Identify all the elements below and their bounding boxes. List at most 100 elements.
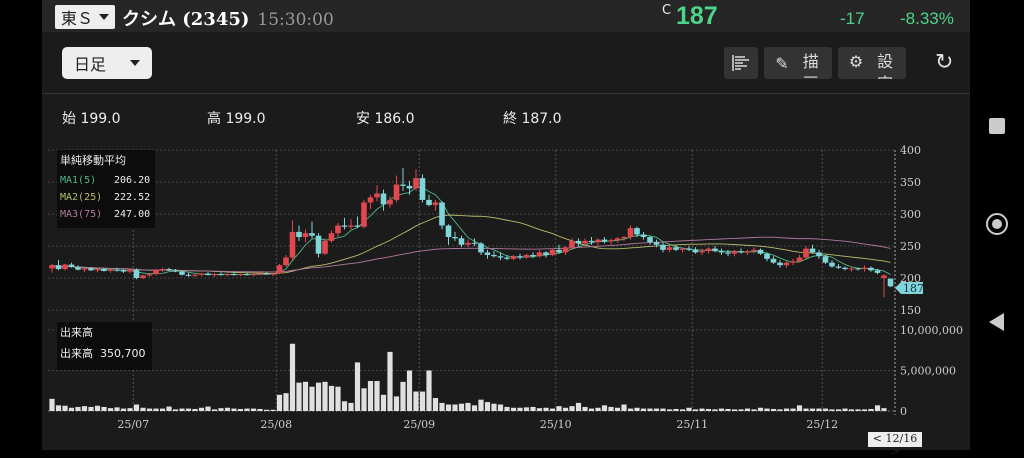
candle-body xyxy=(302,233,309,238)
back-icon[interactable] xyxy=(989,313,1004,331)
volume-bar xyxy=(751,409,757,411)
market-value: 東Ｓ xyxy=(61,9,94,28)
current-price: 187 xyxy=(676,2,718,30)
volume-bar xyxy=(81,406,88,411)
volume-bar xyxy=(861,409,868,411)
candle-body xyxy=(452,237,458,239)
close-value: 終 187.0 xyxy=(503,111,562,127)
volume-bar xyxy=(510,407,517,411)
home-icon[interactable] xyxy=(986,213,1008,235)
candle-body xyxy=(809,248,816,253)
volume-bar xyxy=(855,409,861,411)
candle-body xyxy=(244,274,250,276)
volume-bar xyxy=(185,408,192,411)
volume-bar xyxy=(575,402,582,411)
volume-bar xyxy=(140,407,146,411)
candle-body xyxy=(640,234,647,238)
volume-bar xyxy=(172,409,179,411)
volume-bar xyxy=(439,402,445,411)
candle-body xyxy=(731,251,738,254)
candle-body xyxy=(530,254,536,257)
volume-bar xyxy=(770,408,777,411)
refresh-icon[interactable]: ↻ xyxy=(935,50,954,75)
recent-apps-icon[interactable] xyxy=(989,118,1005,134)
volume-bar xyxy=(582,406,588,411)
candle-body xyxy=(523,254,530,258)
candle-body xyxy=(549,249,556,255)
x-tick-label: 25/11 xyxy=(676,418,708,431)
volume-bar xyxy=(588,408,595,411)
ma-line xyxy=(51,186,891,276)
chevron-down-icon xyxy=(99,14,109,20)
price-prefix: C xyxy=(662,3,672,18)
volume-bar xyxy=(705,408,712,411)
market-select[interactable]: 東Ｓ xyxy=(55,5,115,29)
volume-bar xyxy=(257,408,263,411)
candle-body xyxy=(101,269,107,271)
candle-body xyxy=(497,256,504,258)
candle-body xyxy=(88,268,94,271)
candle-body xyxy=(471,242,478,244)
candle-body xyxy=(842,267,848,270)
candle-body xyxy=(120,270,127,272)
volume-bar xyxy=(686,407,692,411)
volume-bar xyxy=(692,409,699,411)
candle-body xyxy=(107,269,114,271)
volume-bar xyxy=(159,408,166,411)
candlestick-chart[interactable]: 150 200 250 300 350 400 0 5,000,000 10,000,000 25… xyxy=(0,0,970,450)
volume-bar xyxy=(426,370,432,411)
candle-body xyxy=(725,252,731,254)
price-tick-label: 150 xyxy=(900,304,921,317)
volume-bar xyxy=(874,405,881,411)
candle-body xyxy=(881,275,887,278)
volume-bar xyxy=(198,407,205,411)
volume-bar xyxy=(777,409,783,411)
indicator-button[interactable] xyxy=(724,47,758,79)
candle-body xyxy=(224,274,231,276)
volume-bar xyxy=(62,405,68,411)
volume-bar xyxy=(107,408,114,411)
date-badge[interactable]: < 12/16 > xyxy=(868,432,922,458)
ma-legend: 単純移動平均 MA1(5) 206.20 MA2(25) 222.52 MA3(75) 2… xyxy=(57,150,155,228)
volume-bar xyxy=(75,406,81,411)
volume-bar xyxy=(283,393,289,411)
candle-body xyxy=(822,256,829,263)
draw-button[interactable]: ✎ 描画 xyxy=(764,47,832,79)
candle-body xyxy=(608,240,614,242)
candle-body xyxy=(887,278,894,287)
high-value: 高 199.0 xyxy=(207,111,266,127)
volume-value: 350,700 xyxy=(100,347,146,360)
candle-body xyxy=(536,252,543,257)
candle-body xyxy=(127,269,133,272)
candle-body xyxy=(712,248,718,252)
candle-body xyxy=(192,274,198,276)
bar-list-icon xyxy=(732,55,749,71)
price-change: -17 xyxy=(840,9,865,28)
candle-body xyxy=(575,240,582,244)
volume-bar xyxy=(335,386,341,411)
candle-body xyxy=(504,257,510,259)
volume-bar xyxy=(790,408,796,411)
volume-bar xyxy=(536,408,543,411)
volume-bar xyxy=(627,408,634,411)
volume-bar xyxy=(517,407,523,411)
low-value: 安 186.0 xyxy=(356,111,415,127)
candle-body xyxy=(354,225,361,227)
volume-bar xyxy=(276,394,283,411)
volume-bar xyxy=(471,405,478,411)
candle-body xyxy=(426,199,432,206)
volume-tick-label: 10,000,000 xyxy=(900,324,963,337)
x-tick-label: 25/09 xyxy=(403,418,435,431)
volume-bar xyxy=(718,408,725,411)
pencil-icon: ✎ xyxy=(775,54,789,73)
period-select[interactable]: 日足 xyxy=(62,47,152,79)
candle-body xyxy=(341,225,348,227)
candle-body xyxy=(614,238,621,241)
volume-bar xyxy=(302,381,309,411)
volume-bar xyxy=(465,402,471,411)
candle-body xyxy=(94,269,101,271)
settings-button[interactable]: ⚙ 設定 xyxy=(838,47,906,79)
candle-body xyxy=(647,237,653,243)
candle-body xyxy=(816,252,822,257)
volume-bar xyxy=(374,381,380,411)
